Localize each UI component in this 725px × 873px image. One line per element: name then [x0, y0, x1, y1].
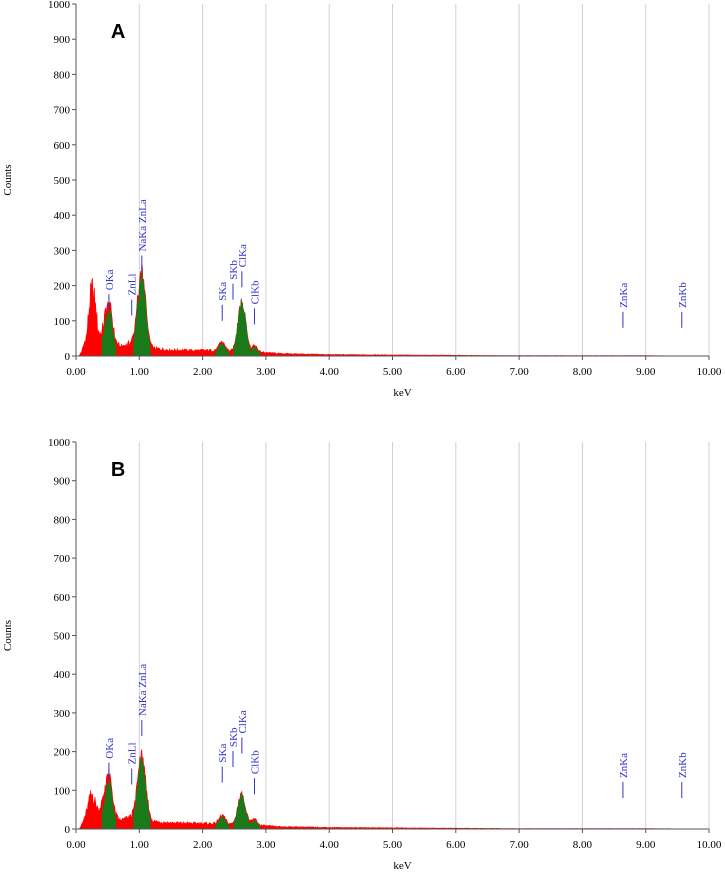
y-tick-label: 500: [54, 631, 71, 643]
x-tick-label: 4.00: [320, 366, 340, 378]
background-spectrum-area: [78, 749, 709, 830]
element-marker-label: ClKa: [237, 244, 249, 267]
element-marker-label: ZnKb: [677, 282, 689, 308]
peak-area: [248, 346, 261, 357]
spectrum-panel-a: 0 100 200 300 400 500 600 700 800 900 1000 0.00 1.00…: [2, 0, 722, 399]
peak-area: [101, 778, 117, 830]
x-tick-label: 8.00: [573, 366, 593, 378]
y-tick-label: 600: [54, 140, 71, 152]
x-tick-label: 10.00: [697, 839, 722, 851]
y-tick-label: 300: [54, 245, 71, 257]
x-tick-label: 2.00: [193, 366, 213, 378]
y-tick-label: 600: [54, 592, 71, 604]
y-tick-label: 200: [54, 747, 71, 759]
y-tick-label: 800: [54, 69, 71, 81]
element-marker-label: ClKb: [250, 280, 262, 304]
element-marker-label: SKb: [228, 727, 240, 747]
x-tick-label: 9.00: [636, 366, 656, 378]
y-tick-label: 1000: [48, 437, 71, 449]
element-marker-label: SKb: [228, 260, 240, 280]
peak-area: [215, 816, 230, 830]
y-tick-label: 700: [54, 553, 71, 565]
panel-label: B: [111, 459, 125, 481]
y-tick-label: 900: [54, 34, 71, 46]
x-tick-label: 7.00: [509, 839, 529, 851]
y-tick-label: 0: [65, 824, 71, 836]
y-tick-label: 400: [54, 210, 71, 222]
y-tick-label: 1000: [48, 0, 71, 11]
element-marker-label: OKa: [104, 269, 116, 290]
background-spectrum-area: [78, 262, 709, 357]
y-tick-label: 0: [65, 351, 71, 363]
x-tick-label: 9.00: [636, 839, 656, 851]
y-tick-label: 300: [54, 708, 71, 720]
y-tick-label: 400: [54, 669, 71, 681]
x-tick-label: 1.00: [130, 839, 150, 851]
peak-area: [133, 756, 151, 830]
x-axis-label: keV: [393, 387, 411, 399]
x-tick-label: 7.00: [509, 366, 529, 378]
y-tick-label: 200: [54, 281, 71, 293]
x-tick-label: 3.00: [256, 839, 276, 851]
panel-label: A: [111, 21, 125, 43]
peak-area: [233, 792, 251, 830]
element-marker-label: ZnLl: [127, 742, 139, 764]
peak-area: [248, 820, 261, 830]
element-marker-label: SKa: [217, 743, 229, 762]
element-marker-label: OKa: [104, 738, 116, 759]
y-tick-label: 900: [54, 476, 71, 488]
x-tick-label: 10.00: [697, 366, 722, 378]
element-marker-label: ZnLl: [127, 274, 139, 296]
x-tick-label: 6.00: [446, 366, 466, 378]
x-tick-label: 6.00: [446, 839, 466, 851]
x-tick-label: 5.00: [383, 839, 403, 851]
peak-area: [215, 343, 230, 357]
y-axis-label: Counts: [2, 164, 14, 195]
element-marker-label: ClKa: [237, 710, 249, 733]
y-tick-label: 700: [54, 105, 71, 117]
x-tick-label: 2.00: [193, 839, 213, 851]
element-marker-label: ZnKb: [677, 752, 689, 778]
element-marker-label: SKa: [217, 282, 229, 301]
x-axis-label: keV: [393, 860, 411, 872]
element-marker-label: ZnKa: [618, 283, 630, 308]
element-marker-label: ZnKa: [618, 753, 630, 778]
y-axis-label: Counts: [2, 620, 14, 651]
y-tick-label: 100: [54, 785, 71, 797]
element-marker-label: NaKa ZnLa: [137, 664, 149, 716]
x-tick-label: 5.00: [383, 366, 403, 378]
x-tick-label: 3.00: [256, 366, 276, 378]
element-marker-label: NaKa ZnLa: [137, 199, 149, 251]
x-tick-label: 0.00: [66, 366, 86, 378]
peak-area: [233, 299, 251, 357]
element-marker-label: ClKb: [250, 750, 262, 774]
peak-area: [101, 310, 117, 357]
y-tick-label: 100: [54, 316, 71, 328]
x-tick-label: 8.00: [573, 839, 593, 851]
x-tick-label: 4.00: [320, 839, 340, 851]
spectrum-panel-b: 0 100 200 300 400 500 600 700 800 900 1000 0.00 1.00…: [2, 437, 722, 872]
y-tick-label: 800: [54, 514, 71, 526]
x-tick-label: 1.00: [130, 366, 150, 378]
x-tick-label: 0.00: [66, 839, 86, 851]
y-tick-label: 500: [54, 175, 71, 187]
